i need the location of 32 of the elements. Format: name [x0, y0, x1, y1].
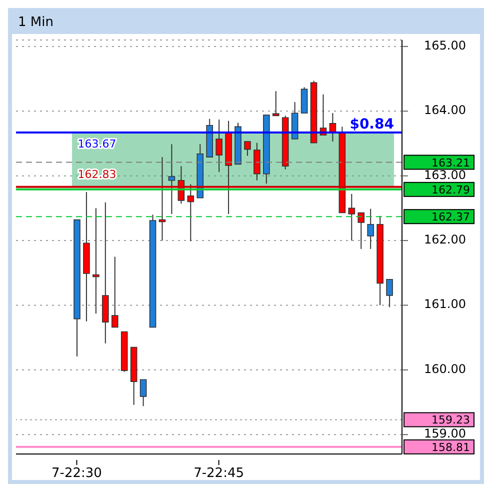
- y-tick-label: 165.00: [424, 38, 466, 52]
- y-tick-label: 162.00: [424, 232, 466, 247]
- ref-line-label: 163.67: [78, 138, 116, 151]
- candlestick: [300, 86, 308, 114]
- y-tick-label: 164.00: [424, 103, 466, 118]
- candlestick: [187, 184, 194, 242]
- ref-line-label: 163.21: [432, 156, 470, 170]
- annotation: $0.84: [350, 116, 394, 133]
- ref-line-label: 162.37: [432, 210, 470, 224]
- y-tick-label: 163.00: [424, 168, 466, 182]
- candlestick: [358, 212, 365, 250]
- candlestick: [348, 193, 356, 242]
- candlestick: [367, 208, 374, 250]
- candlestick: [111, 256, 118, 328]
- ref-line-label: 158.81: [432, 440, 470, 454]
- chart-title: 1 Min: [17, 14, 54, 32]
- ref-line-label: 162.83: [78, 168, 116, 181]
- x-tick-label: 7-22:30: [52, 466, 102, 481]
- candlestick: [386, 278, 393, 308]
- candlestick: [92, 208, 100, 314]
- ref-line-label: 159.23: [432, 414, 470, 427]
- candlestick: [244, 141, 251, 156]
- candlestick: [272, 90, 280, 116]
- candlestick: [254, 142, 260, 181]
- y-tick-label: 160.00: [424, 362, 466, 376]
- candlestick: [140, 379, 147, 407]
- y-tick-label: 159.00: [424, 426, 466, 441]
- y-tick-label: 161.00: [424, 297, 466, 312]
- ref-line-label: 162.79: [432, 183, 470, 196]
- candlestick: [168, 144, 176, 215]
- x-tick-label: 7-22:45: [194, 466, 244, 481]
- candlestick: [216, 119, 222, 172]
